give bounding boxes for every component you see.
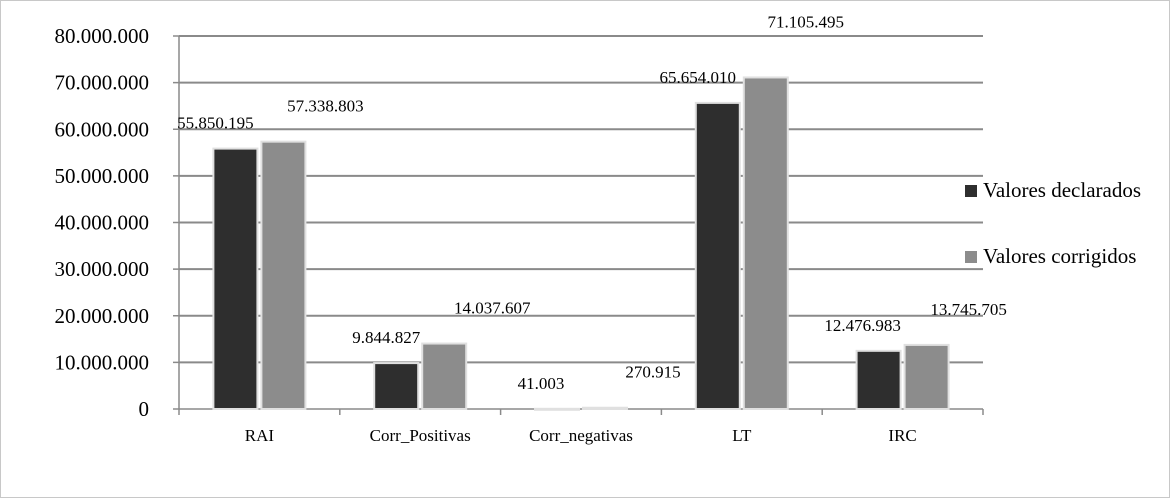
legend-label: Valores declarados (983, 178, 1141, 202)
data-label: 270.915 (625, 363, 680, 382)
y-tick-label: 70.000.000 (55, 71, 150, 95)
bar-valores-declarados (534, 407, 580, 411)
x-tick-label: LT (732, 426, 752, 445)
y-tick-label: 0 (139, 397, 150, 421)
bar-valores-corrigidos (260, 140, 307, 410)
bar-valores-corrigidos (582, 406, 628, 410)
gridlines (179, 35, 983, 364)
bar-valores-corrigidos (903, 343, 950, 410)
y-tick-label: 60.000.000 (55, 117, 150, 141)
x-tick-label: Corr_Positivas (370, 426, 471, 445)
bar-valores-declarados (373, 362, 420, 410)
legend-swatch (965, 251, 977, 263)
data-labels: 55.850.195 57.338.803 9.844.827 14.037.607 4… (177, 12, 1007, 392)
y-tick-label: 40.000.000 (55, 211, 150, 235)
bar-valores-declarados (855, 349, 902, 411)
data-label: 13.745.705 (930, 300, 1007, 319)
data-label: 41.003 (518, 374, 565, 393)
x-tick-label: RAI (245, 426, 275, 445)
data-label: 57.338.803 (287, 97, 364, 116)
y-tick-label: 80.000.000 (55, 24, 150, 48)
x-axis-labels: RAI Corr_Positivas Corr_negativas LT IRC (245, 426, 917, 445)
legend: Valores declarados Valores corrigidos (965, 178, 1141, 268)
bar-valores-declarados (694, 101, 741, 410)
y-axis-ticks: 0 10.000.000 20.000.000 30.000.000 40.000.00… (55, 24, 179, 421)
data-label: 9.844.827 (352, 328, 421, 347)
bars (212, 76, 950, 411)
y-tick-label: 30.000.000 (55, 257, 150, 281)
data-label: 65.654.010 (660, 68, 737, 87)
data-label: 71.105.495 (768, 12, 845, 31)
y-tick-label: 20.000.000 (55, 304, 150, 328)
data-label: 55.850.195 (177, 114, 254, 133)
bar-valores-corrigidos (421, 342, 468, 410)
legend-label: Valores corrigidos (983, 244, 1136, 268)
data-label: 14.037.607 (454, 299, 531, 318)
y-tick-label: 50.000.000 (55, 164, 150, 188)
x-tick-label: IRC (888, 426, 916, 445)
bar-valores-declarados (212, 147, 259, 410)
x-tick-label: Corr_negativas (529, 426, 633, 445)
legend-swatch (965, 185, 977, 197)
y-tick-label: 10.000.000 (55, 350, 150, 374)
bar-valores-corrigidos (742, 76, 789, 410)
data-label: 12.476.983 (824, 316, 901, 335)
